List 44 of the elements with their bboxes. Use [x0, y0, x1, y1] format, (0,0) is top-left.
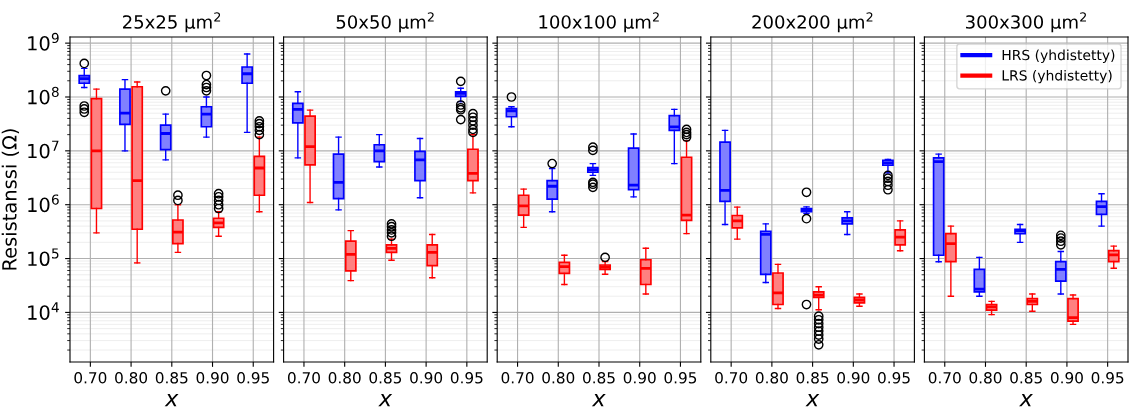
y-tick-label: 10$^{4}$: [28, 302, 59, 320]
y-tick-label: 10$^{6}$: [28, 194, 59, 213]
x-tick-label: 0.70: [928, 371, 961, 384]
x-tick-label: 0.85: [1010, 371, 1042, 384]
x-tick-label: 0.95: [450, 371, 483, 384]
x-tick-label: 0.95: [664, 371, 697, 384]
x-tick-label: 0.70: [287, 371, 320, 384]
chart-title: 100x100 μm$^{2}$: [539, 12, 659, 33]
chart-title: 300x300 μm$^{2}$: [966, 12, 1086, 33]
x-tick-label: 0.80: [969, 371, 1002, 384]
x-tick-label: 0.85: [155, 371, 188, 384]
chart-title: 25x25 μm$^{2}$: [123, 12, 221, 33]
legend-label: LRS (yhdistetty): [1002, 69, 1112, 84]
y-tick-label: 10$^{5}$: [28, 248, 59, 267]
x-tick-label: 0.90: [196, 371, 229, 384]
y-tick-label: 10$^{9}$: [28, 32, 59, 51]
chart-title: 50x50 μm$^{2}$: [336, 12, 434, 33]
x-tick-label: 0.85: [369, 371, 402, 384]
x-tick-label: 0.95: [237, 371, 269, 384]
x-tick-label: 0.70: [501, 371, 534, 384]
x-tick-label: 0.85: [796, 371, 829, 384]
x-tick-label: 0.70: [74, 371, 107, 384]
x-tick-label: 0.90: [1050, 371, 1083, 384]
chart-title: 200x200 μm$^{2}$: [752, 12, 873, 33]
legend-label: HRS (yhdistetty): [1002, 49, 1115, 63]
x-tick-label: 0.90: [837, 371, 870, 384]
x-tick-label: 0.80: [542, 371, 575, 384]
x-tick-label: 0.80: [115, 371, 148, 384]
x-axis-title: x: [164, 394, 179, 407]
x-tick-label: 0.95: [1091, 371, 1124, 384]
x-tick-label: 0.85: [583, 371, 615, 384]
x-tick-label: 0.70: [715, 371, 748, 384]
x-tick-label: 0.90: [410, 371, 443, 384]
x-axis-title: x: [378, 394, 393, 407]
y-tick-label: 10$^{8}$: [28, 86, 59, 105]
y-axis-title: Resistanssi (Ω): [1, 129, 20, 270]
x-axis-title: x: [805, 394, 820, 407]
y-tick-label: 10$^{7}$: [28, 140, 59, 159]
x-tick-label: 0.90: [623, 371, 656, 384]
x-tick-label: 0.95: [878, 371, 910, 384]
x-axis-title: x: [591, 394, 606, 407]
x-tick-label: 0.80: [328, 371, 361, 384]
x-tick-label: 0.80: [755, 371, 788, 384]
x-axis-title: x: [1019, 394, 1033, 407]
